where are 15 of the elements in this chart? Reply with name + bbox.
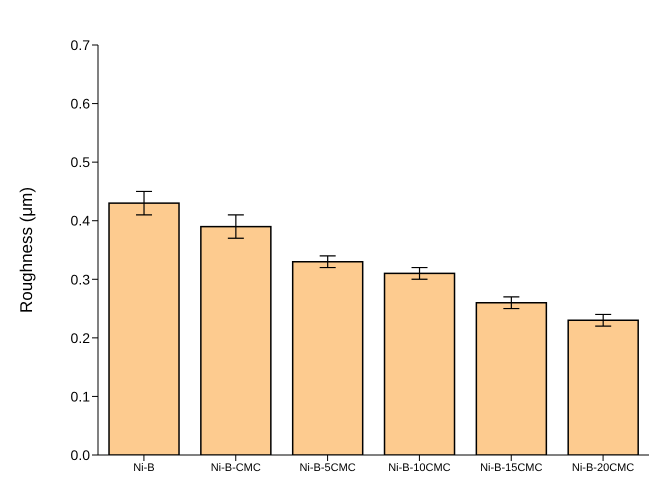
- x-tick-label: Ni-B-20CMC: [572, 462, 634, 474]
- x-tick-label: Ni-B-15CMC: [480, 462, 542, 474]
- y-axis-title: Roughness (μm): [17, 186, 36, 314]
- y-tick-label: 0.4: [70, 212, 90, 229]
- y-tick-label: 0.0: [70, 446, 90, 463]
- x-tick-label: Ni-B: [133, 462, 155, 474]
- x-tick-label: Ni-B-5CMC: [299, 462, 356, 474]
- y-tick-label: 0.1: [70, 388, 90, 404]
- y-tick-label: 0.2: [70, 330, 90, 346]
- y-tick-label: 0.6: [70, 96, 90, 112]
- y-tick-label: 0.3: [70, 271, 90, 288]
- y-tick-label: 0.7: [70, 36, 90, 53]
- x-tick-label: Ni-B-10CMC: [388, 462, 451, 474]
- y-tick-label: 0.5: [70, 154, 90, 170]
- x-tick-label: Ni-B-CMC: [210, 462, 261, 474]
